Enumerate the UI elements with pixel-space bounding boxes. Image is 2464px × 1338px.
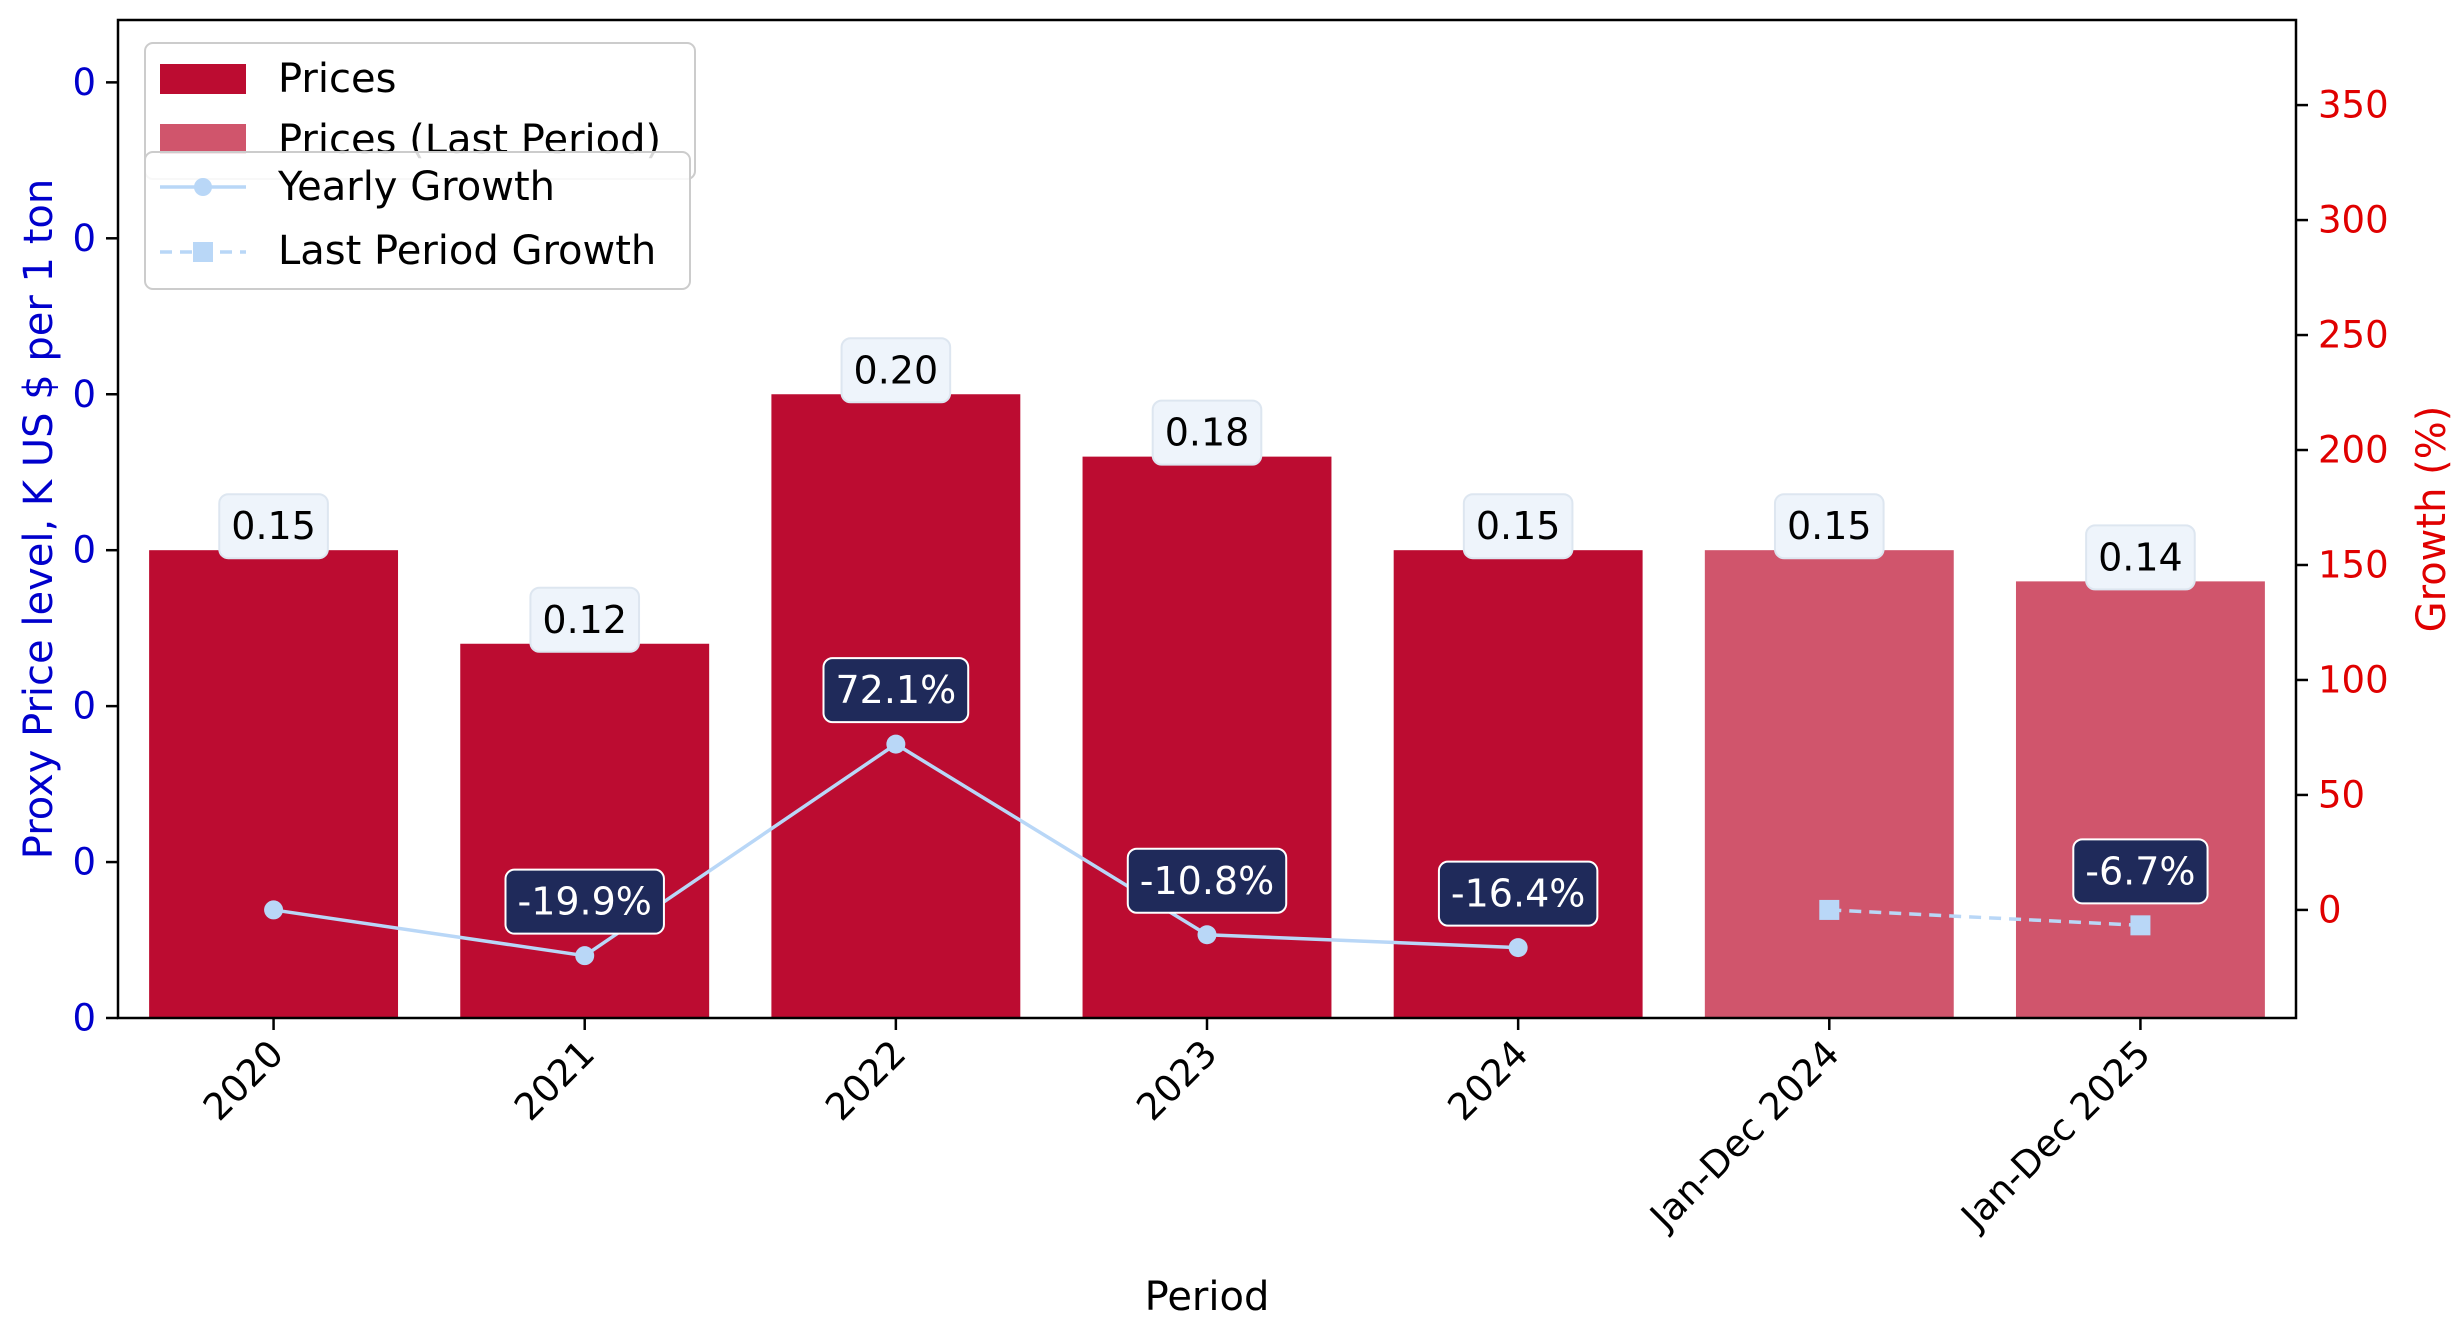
bar-2020 bbox=[149, 550, 399, 1018]
data-labels-layer: 0.15 0.12 0.20 0.18 0.15 0.15 0.14 -19.9% 72.1% -… bbox=[218, 337, 2209, 935]
growth-value-label: -10.8% bbox=[1126, 847, 1288, 914]
x-tick-label: 2021 bbox=[506, 1032, 603, 1129]
growth-value-label-box bbox=[822, 657, 970, 724]
bar-value-label-text: 0.15 bbox=[231, 504, 316, 548]
y-tick-label: 0 bbox=[72, 997, 96, 1040]
bar-value-label-box bbox=[1773, 493, 1885, 560]
y2-tick-label: 350 bbox=[2318, 84, 2389, 127]
growth-value-label-box bbox=[504, 868, 665, 935]
growth-point-circle bbox=[1508, 938, 1528, 958]
y-tick-label: 0 bbox=[72, 61, 96, 104]
left-y-axis: 0 0 0 0 0 0 0 bbox=[72, 61, 118, 1040]
growth-value-label: -19.9% bbox=[504, 868, 665, 935]
growth-value-label-box bbox=[1437, 860, 1599, 927]
legend-label-yearly-growth: Yearly Growth bbox=[277, 164, 555, 210]
x-tick-label: Jan-Dec 2024 bbox=[1641, 1032, 1848, 1239]
x-tick-label: 2023 bbox=[1128, 1032, 1225, 1129]
growth-lines-layer bbox=[264, 734, 2151, 966]
bar-value-label-text: 0.14 bbox=[2098, 535, 2183, 579]
growth-value-label: 72.1% bbox=[822, 657, 970, 724]
x-axis-title: Period bbox=[1145, 1274, 1270, 1320]
growth-point-circle bbox=[575, 946, 595, 966]
x-tick-label: Jan-Dec 2025 bbox=[1952, 1032, 2159, 1239]
legend-marker-last-period-growth bbox=[193, 242, 213, 262]
growth-value-label: -16.4% bbox=[1437, 860, 1599, 927]
bar-value-label-text: 0.15 bbox=[1787, 504, 1872, 548]
bar-value-label-text: 0.12 bbox=[542, 598, 627, 642]
y2-tick-label: 250 bbox=[2318, 314, 2389, 357]
bar-value-label: 0.14 bbox=[2085, 524, 2196, 591]
x-tick-label: 2022 bbox=[817, 1032, 914, 1129]
bar-value-label: 0.20 bbox=[840, 337, 952, 404]
bar-value-label-box bbox=[2085, 524, 2196, 591]
y2-tick-label: 50 bbox=[2318, 773, 2365, 816]
legend-label-last-period-growth: Last Period Growth bbox=[278, 228, 656, 274]
legend-swatch-prices bbox=[160, 64, 246, 94]
bar-value-label: 0.12 bbox=[529, 586, 641, 653]
growth-value-label: -6.7% bbox=[2072, 838, 2209, 905]
bar-value-label-text: 0.18 bbox=[1165, 411, 1250, 455]
bar-value-label-box bbox=[218, 493, 329, 560]
legend-label-prices: Prices bbox=[278, 56, 396, 102]
bar-jan-dec-2024 bbox=[1704, 550, 1954, 1018]
legend-box-lines bbox=[144, 151, 691, 290]
growth-point-circle bbox=[1197, 925, 1217, 945]
y2-tick-label: 150 bbox=[2318, 543, 2389, 586]
legend-marker-yearly-growth bbox=[194, 178, 212, 196]
growth-value-label-text: -10.8% bbox=[1140, 859, 1274, 903]
x-tick-label: 2024 bbox=[1440, 1032, 1537, 1129]
bar-value-label: 0.15 bbox=[1462, 493, 1574, 560]
growth-point-circle bbox=[264, 900, 284, 920]
bar-value-label-text: 0.15 bbox=[1476, 504, 1561, 548]
bar-value-label: 0.15 bbox=[218, 493, 329, 560]
x-tick-label: 2020 bbox=[195, 1032, 292, 1129]
growth-value-label-text: -6.7% bbox=[2085, 849, 2195, 893]
bar-value-label-box bbox=[840, 337, 952, 404]
bar-value-label: 0.18 bbox=[1151, 399, 1263, 466]
right-y-axis: 0 50 100 150 200 250 300 350 bbox=[2296, 84, 2389, 931]
left-y-axis-title: Proxy Price level, K US $ per 1 ton bbox=[16, 179, 62, 859]
y-tick-label: 0 bbox=[72, 841, 96, 884]
bar-value-label-box bbox=[1151, 399, 1263, 466]
growth-value-label-box bbox=[2072, 838, 2209, 905]
bar-2023 bbox=[1082, 456, 1332, 1018]
y-tick-label: 0 bbox=[72, 373, 96, 416]
y-tick-label: 0 bbox=[72, 217, 96, 260]
y2-tick-label: 200 bbox=[2318, 429, 2389, 472]
bar-value-label-box bbox=[1462, 493, 1574, 560]
x-axis: 2020 2021 2022 2023 2024 Jan-Dec 2024 Jan-Dec … bbox=[195, 1018, 2159, 1239]
legend-swatch-prices-last-period bbox=[160, 124, 246, 154]
y-tick-label: 0 bbox=[72, 529, 96, 572]
growth-value-label-box bbox=[1126, 847, 1288, 914]
growth-point-square bbox=[1819, 899, 1840, 920]
growth-value-label-text: -19.9% bbox=[517, 880, 651, 924]
y2-tick-label: 100 bbox=[2318, 658, 2389, 701]
y-tick-label: 0 bbox=[72, 685, 96, 728]
bar-value-label-text: 0.20 bbox=[854, 348, 939, 392]
right-y-axis-title: Growth (%) bbox=[2409, 406, 2455, 633]
growth-point-square bbox=[2130, 915, 2151, 936]
legend-lines: Yearly Growth Last Period Growth bbox=[144, 151, 691, 290]
bars-layer bbox=[149, 394, 2265, 1018]
growth-value-label-text: -16.4% bbox=[1451, 872, 1585, 916]
growth-point-circle bbox=[886, 734, 906, 754]
bar-value-label: 0.15 bbox=[1773, 493, 1885, 560]
bar-value-label-box bbox=[529, 586, 641, 653]
y2-tick-label: 0 bbox=[2318, 888, 2342, 931]
bar-jan-dec-2025 bbox=[2015, 581, 2265, 1018]
growth-line-last-period-growth bbox=[1829, 908, 2141, 928]
y2-tick-label: 300 bbox=[2318, 199, 2389, 242]
growth-value-label-text: 72.1% bbox=[835, 668, 956, 712]
